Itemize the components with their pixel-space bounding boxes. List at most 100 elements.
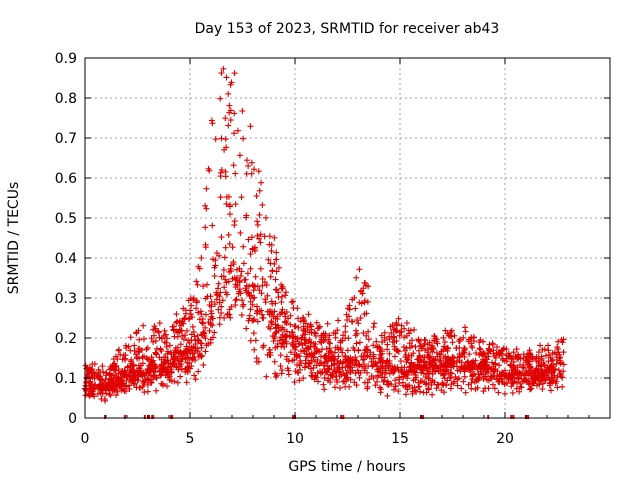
data-point	[256, 287, 263, 294]
data-point	[219, 297, 226, 304]
data-point	[342, 323, 349, 330]
data-point	[189, 314, 196, 321]
data-point	[496, 362, 503, 369]
data-point	[435, 381, 442, 388]
data-point	[198, 319, 205, 326]
data-point	[362, 347, 369, 354]
data-point	[158, 362, 165, 369]
data-point	[373, 338, 380, 345]
data-point	[461, 373, 468, 380]
data-point	[215, 306, 222, 313]
data-point	[306, 360, 313, 367]
data-point	[327, 348, 334, 355]
data-point	[389, 339, 396, 346]
data-point	[370, 324, 377, 331]
data-point	[358, 287, 365, 294]
data-point	[555, 367, 562, 374]
data-point	[152, 349, 159, 356]
data-point	[154, 345, 161, 352]
data-point	[123, 344, 130, 351]
data-point	[523, 369, 530, 376]
data-point	[378, 374, 385, 381]
data-point	[279, 293, 286, 300]
data-point	[217, 194, 224, 201]
data-point	[127, 334, 134, 341]
data-point	[203, 185, 210, 192]
data-point	[218, 70, 225, 77]
data-point	[234, 127, 241, 134]
data-point	[216, 299, 223, 306]
data-point	[113, 391, 120, 398]
data-point	[272, 276, 279, 283]
data-point	[287, 321, 294, 328]
data-point	[379, 339, 386, 346]
data-point	[239, 297, 246, 304]
data-point	[259, 201, 266, 208]
data-point	[150, 338, 157, 345]
data-point	[395, 388, 402, 395]
data-point	[378, 332, 385, 339]
data-point	[194, 281, 201, 288]
data-point	[334, 327, 341, 334]
data-point	[153, 387, 160, 394]
data-point	[554, 384, 561, 391]
data-point	[122, 352, 129, 359]
data-point	[222, 115, 229, 122]
data-point	[462, 345, 469, 352]
data-point	[209, 222, 216, 229]
data-point	[185, 365, 192, 372]
data-point	[179, 332, 186, 339]
data-point	[251, 316, 258, 323]
data-point	[165, 374, 172, 381]
data-point	[267, 273, 274, 280]
data-point	[240, 243, 247, 250]
data-point	[218, 234, 225, 241]
data-point	[284, 365, 291, 372]
data-point	[471, 370, 478, 377]
data-point	[312, 332, 319, 339]
data-point	[346, 362, 353, 369]
data-point	[278, 285, 285, 292]
data-point	[560, 349, 567, 356]
data-point	[251, 166, 258, 173]
data-point	[278, 299, 285, 306]
data-point	[190, 296, 197, 303]
data-point	[102, 376, 109, 383]
data-point	[223, 144, 230, 151]
data-point	[359, 290, 366, 297]
data-point	[114, 355, 121, 362]
data-point	[193, 297, 200, 304]
data-point	[448, 327, 455, 334]
data-point	[271, 333, 278, 340]
data-point	[221, 284, 228, 291]
data-point	[373, 360, 380, 367]
data-point	[236, 286, 243, 293]
data-point	[202, 202, 209, 209]
data-point	[525, 372, 532, 379]
data-point	[228, 303, 235, 310]
data-point	[229, 244, 236, 251]
data-point	[386, 370, 393, 377]
data-point	[282, 318, 289, 325]
data-point	[282, 292, 289, 299]
data-point	[356, 266, 363, 273]
data-point	[192, 357, 199, 364]
data-point	[239, 107, 246, 114]
data-point	[158, 347, 165, 354]
data-point	[392, 377, 399, 384]
data-point	[169, 323, 176, 330]
data-point	[398, 322, 405, 329]
data-point	[156, 320, 163, 327]
data-point	[386, 336, 393, 343]
data-point	[117, 351, 124, 358]
data-point	[498, 371, 505, 378]
data-point	[372, 382, 379, 389]
data-point	[145, 356, 152, 363]
data-point	[474, 384, 481, 391]
data-point	[508, 383, 515, 390]
data-point	[259, 275, 266, 282]
data-point	[232, 170, 239, 177]
data-point	[252, 337, 259, 344]
